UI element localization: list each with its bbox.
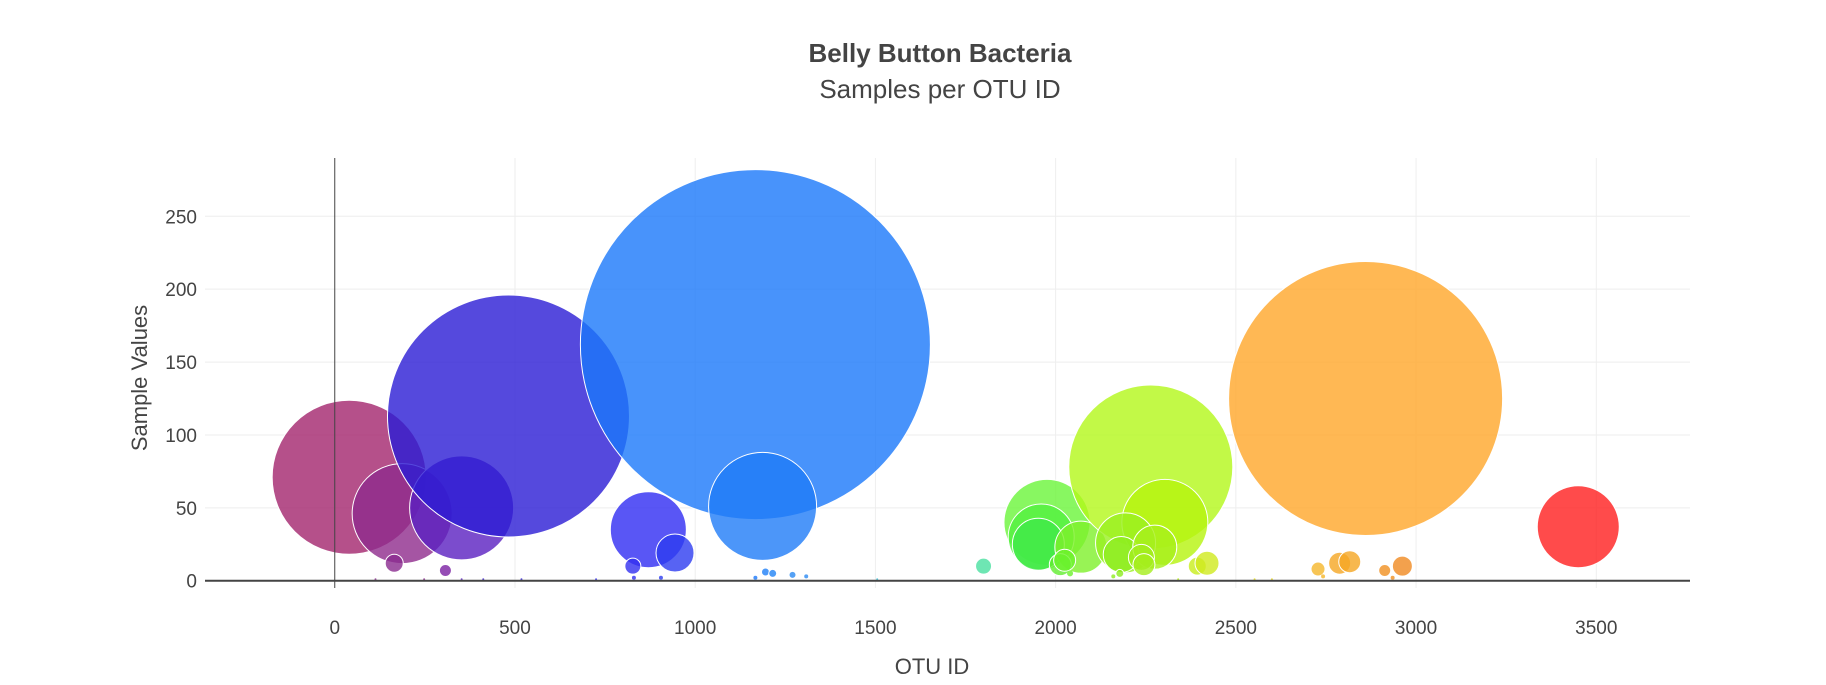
x-tick-label: 2000 [1034,618,1076,639]
bubble-point [624,557,642,575]
bubble-point [1536,485,1620,569]
bubble-point [658,575,663,580]
chart-title: Belly Button Bacteria [808,38,1072,68]
bubble-point [1391,555,1413,577]
y-tick-label: 0 [186,572,197,593]
bubble-series [271,169,1620,581]
bubble-point [1132,553,1156,577]
x-axis-title: OTU ID [895,654,970,679]
y-tick-label: 100 [165,426,197,447]
bubble-point [1310,561,1326,577]
bubble-point [1228,261,1504,537]
bubble-point [655,533,695,573]
bubble-point [438,564,452,578]
y-tick-label: 200 [165,280,197,301]
bubble-point [1067,570,1074,577]
axes [205,158,1690,588]
bubble-point [768,568,778,578]
y-axis-title: Sample Values [127,305,152,451]
bubble-point [708,451,818,561]
y-tick-label: 150 [165,353,197,374]
x-tick-label: 500 [499,618,531,639]
bubble-point [1390,575,1395,580]
bubble-point [753,575,758,580]
bubble-point [975,557,993,575]
x-tick-label: 0 [329,618,340,639]
bubble-point [1053,548,1077,572]
chart-subtitle: Samples per OTU ID [819,74,1061,104]
bubble-point [760,567,770,577]
bubble-point [1378,564,1392,578]
bubble-point [1321,574,1326,579]
bubble-point [1115,568,1125,578]
x-tick-label: 1500 [854,618,896,639]
bubble-point [1194,550,1220,576]
tick-labels: 0 500 1000 1500 2000 2500 3000 3500 0 50 100 150 200… [165,207,1617,639]
bubble-point [1111,574,1116,579]
x-tick-label: 3500 [1575,618,1617,639]
x-tick-label: 2500 [1215,618,1257,639]
bubble-point [1338,550,1362,574]
bubble-point [631,575,636,580]
x-tick-label: 1000 [674,618,716,639]
y-tick-label: 250 [165,207,197,228]
bubble-point [804,574,809,579]
y-tick-label: 50 [176,499,197,520]
bubble-point [789,571,796,578]
x-tick-label: 3000 [1395,618,1437,639]
bubble-point [384,553,404,573]
